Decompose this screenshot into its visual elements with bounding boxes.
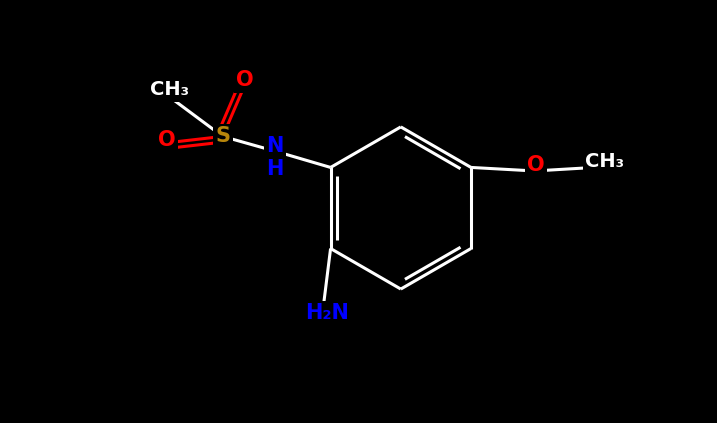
Text: O: O xyxy=(158,130,175,150)
Text: CH₃: CH₃ xyxy=(151,80,189,99)
Text: O: O xyxy=(237,70,254,90)
Text: O: O xyxy=(527,155,545,175)
Text: S: S xyxy=(215,126,230,146)
Text: CH₃: CH₃ xyxy=(586,152,625,171)
Text: H₂N: H₂N xyxy=(305,303,349,323)
Text: N
H: N H xyxy=(266,136,284,179)
